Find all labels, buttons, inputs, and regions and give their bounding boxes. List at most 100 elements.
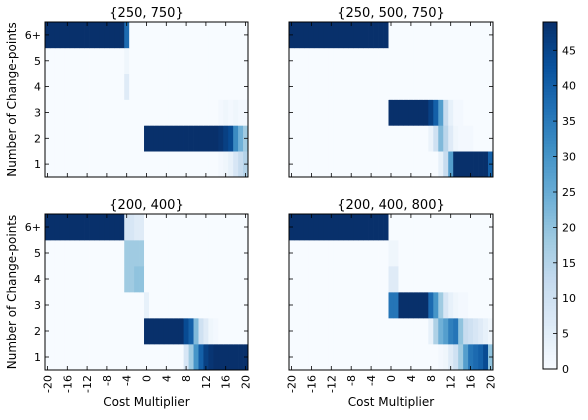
heatmap-cell (453, 22, 459, 49)
heatmap-cell (363, 344, 369, 371)
heatmap-cell (423, 214, 429, 241)
heatmap-cell (139, 292, 145, 319)
heatmap-cell (183, 292, 189, 319)
heatmap-cell (398, 125, 404, 152)
heatmap-cell (363, 240, 369, 267)
x-tick-label: -12 (325, 375, 338, 393)
heatmap-cell (59, 22, 66, 49)
heatmap-cell (94, 292, 100, 319)
heatmap-cell (84, 125, 90, 152)
heatmap-cell (183, 47, 189, 75)
heatmap-cell (178, 240, 184, 267)
heatmap-cell (348, 344, 355, 371)
heatmap-cell (139, 151, 145, 178)
heatmap-cell (188, 318, 194, 345)
heatmap-cell (333, 99, 340, 126)
heatmap-cell (144, 240, 150, 267)
heatmap-cell (94, 99, 100, 126)
heatmap-cell (79, 125, 85, 152)
heatmap-cell (228, 99, 234, 126)
heatmap-cell (74, 22, 81, 49)
heatmap-cell (398, 266, 404, 293)
heatmap-cell (124, 47, 130, 75)
heatmap-cell (388, 214, 394, 241)
heatmap-cell (203, 22, 209, 49)
heatmap-cell (418, 240, 424, 267)
heatmap-cell (408, 47, 414, 75)
heatmap-cell (223, 99, 229, 126)
heatmap-cell (54, 151, 61, 178)
heatmap-cell (188, 292, 194, 319)
x-tick-label: 8 (180, 375, 193, 382)
heatmap-cell (478, 214, 484, 241)
heatmap-cell (373, 22, 379, 49)
heatmap-cell (448, 292, 454, 319)
heatmap-cell (418, 318, 424, 345)
heatmap-cell (368, 73, 374, 100)
heatmap-cell (223, 73, 229, 100)
heatmap-cell (468, 22, 474, 49)
heatmap-cell (363, 22, 369, 49)
heatmap-cell (433, 125, 439, 152)
x-tick-label: 0 (385, 375, 398, 382)
heatmap-cell (188, 266, 194, 293)
heatmap-cell (368, 292, 374, 319)
heatmap-cell (213, 344, 219, 371)
heatmap-cell (109, 266, 115, 293)
heatmap-cell (443, 292, 449, 319)
heatmap-cell (153, 151, 160, 178)
heatmap-cell (483, 214, 489, 241)
heatmap-cell (178, 344, 184, 371)
heatmap-cell (413, 318, 419, 345)
heatmap-cell (413, 151, 419, 178)
heatmap-cell (418, 22, 424, 49)
heatmap-cell (313, 266, 320, 293)
heatmap-cell (333, 214, 340, 241)
heatmap-cell (59, 125, 66, 152)
heatmap-cell (388, 151, 394, 178)
heatmap-cell (213, 73, 219, 100)
heatmap-cell (298, 73, 305, 100)
heatmap-cell (353, 125, 360, 152)
heatmap-cell (338, 99, 345, 126)
heatmap-cell (298, 344, 305, 371)
heatmap-cell (303, 73, 310, 100)
heatmap-cell (333, 344, 340, 371)
heatmap-cell (148, 214, 155, 241)
heatmap-cell (343, 266, 350, 293)
heatmap-cell (238, 240, 244, 267)
heatmap-cell (388, 292, 394, 319)
heatmap-cell (193, 73, 199, 100)
heatmap-cell (114, 73, 120, 100)
heatmap-cell (298, 99, 305, 126)
heatmap-cell (308, 318, 315, 345)
heatmap-cell (158, 151, 165, 178)
heatmap-cell (363, 125, 369, 152)
heatmap-cell (478, 344, 484, 371)
heatmap-cell (428, 240, 434, 267)
panel-title: {250, 750} (109, 6, 183, 21)
heatmap-cell (313, 240, 320, 267)
heatmap-cell (109, 318, 115, 345)
heatmap-cell (198, 266, 204, 293)
heatmap-cell (308, 99, 315, 126)
heatmap-cell (338, 125, 345, 152)
heatmap-cell (139, 73, 145, 100)
heatmap-cell (64, 99, 71, 126)
heatmap-cell (403, 240, 409, 267)
heatmap-cell (233, 214, 239, 241)
heatmap-cell (293, 266, 300, 293)
heatmap-cell (453, 266, 459, 293)
heatmap-cell (49, 47, 56, 75)
heatmap-cell (139, 344, 145, 371)
heatmap-cell (139, 240, 145, 267)
heatmap-cell (228, 214, 234, 241)
heatmap-cell (109, 214, 115, 241)
heatmap-cell (338, 318, 345, 345)
heatmap-cell (303, 214, 310, 241)
heatmap-cell (74, 240, 81, 267)
heatmap-cell (443, 125, 449, 152)
heatmap-cell (448, 214, 454, 241)
heatmap-cell (323, 151, 330, 178)
heatmap-cell (373, 318, 379, 345)
